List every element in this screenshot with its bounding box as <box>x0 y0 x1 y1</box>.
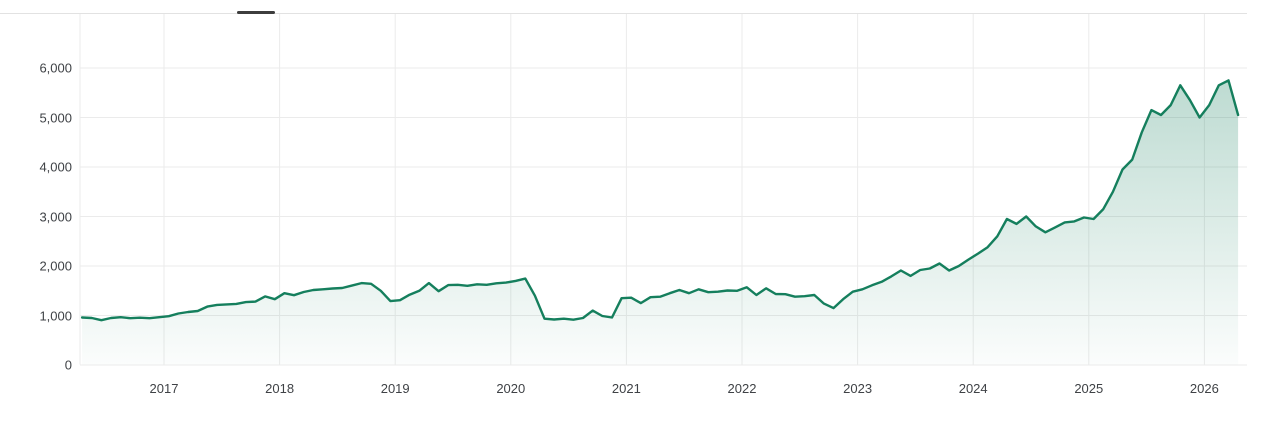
price-line <box>80 79 1240 322</box>
x-tick-label: 2019 <box>380 381 410 396</box>
x-tick-label: 2017 <box>149 381 179 396</box>
y-tick-label: 5,000 <box>39 110 72 125</box>
x-tick-label: 2020 <box>496 381 526 396</box>
x-tick-label: 2026 <box>1189 381 1219 396</box>
tab-bar-divider <box>0 13 1247 14</box>
x-tick-label: 2021 <box>611 381 641 396</box>
x-tick-label: 2023 <box>843 381 873 396</box>
plot-area[interactable] <box>80 14 1247 365</box>
y-tick-label: 0 <box>64 357 72 373</box>
x-tick-label: 2018 <box>265 381 295 396</box>
x-tick-label: 2025 <box>1074 381 1104 396</box>
x-tick-label: 2022 <box>727 381 757 396</box>
y-tick-label: 6,000 <box>39 60 72 76</box>
price-area <box>82 80 1239 365</box>
y-tick-label: 2,000 <box>39 258 72 274</box>
y-tick-label: 4,000 <box>39 159 72 175</box>
y-tick-label: 3,000 <box>39 209 72 224</box>
active-tab-indicator[interactable] <box>237 11 275 14</box>
y-tick-label: 1,000 <box>39 308 72 323</box>
x-tick-label: 2024 <box>958 381 988 396</box>
